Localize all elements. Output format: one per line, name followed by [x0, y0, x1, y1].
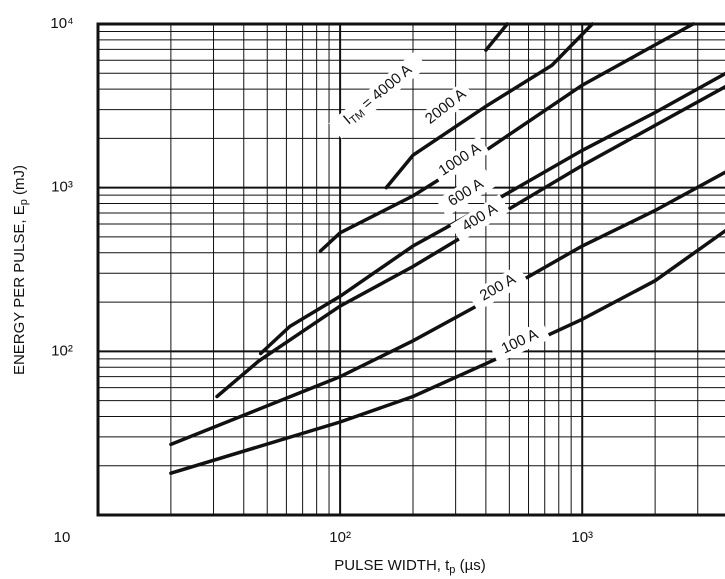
label-background [436, 169, 496, 217]
label-background [489, 320, 551, 364]
label-background [328, 51, 428, 139]
curve [258, 71, 725, 356]
curve-label-group: 200 A [467, 264, 529, 312]
y-tick-label: 10² [51, 342, 73, 359]
curve-label: ITM = 4000 A [340, 61, 416, 129]
curve [384, 22, 595, 190]
plot-frame [96, 22, 725, 517]
x-tick-label: 10³ [571, 529, 593, 546]
curve [484, 22, 509, 52]
x-tick-label: 10 [54, 529, 71, 546]
label-background [416, 81, 476, 133]
curves [169, 22, 725, 475]
grid [97, 23, 725, 515]
y-axis-label: ENERGY PER PULSE, Ep (mJ) [11, 165, 30, 375]
x-tick-label: 10² [329, 529, 351, 546]
x-axis-label: PULSE WIDTH, tp (µs) [334, 557, 485, 576]
curve [318, 22, 695, 253]
y-tick-label: 10³ [51, 179, 73, 196]
curve [169, 228, 725, 475]
label-background [467, 264, 529, 312]
curve [215, 84, 725, 399]
curve-label-group: 100 A [489, 320, 551, 364]
label-background [450, 194, 510, 242]
label-background [430, 135, 490, 185]
y-tick-label: 10⁴ [50, 15, 73, 32]
